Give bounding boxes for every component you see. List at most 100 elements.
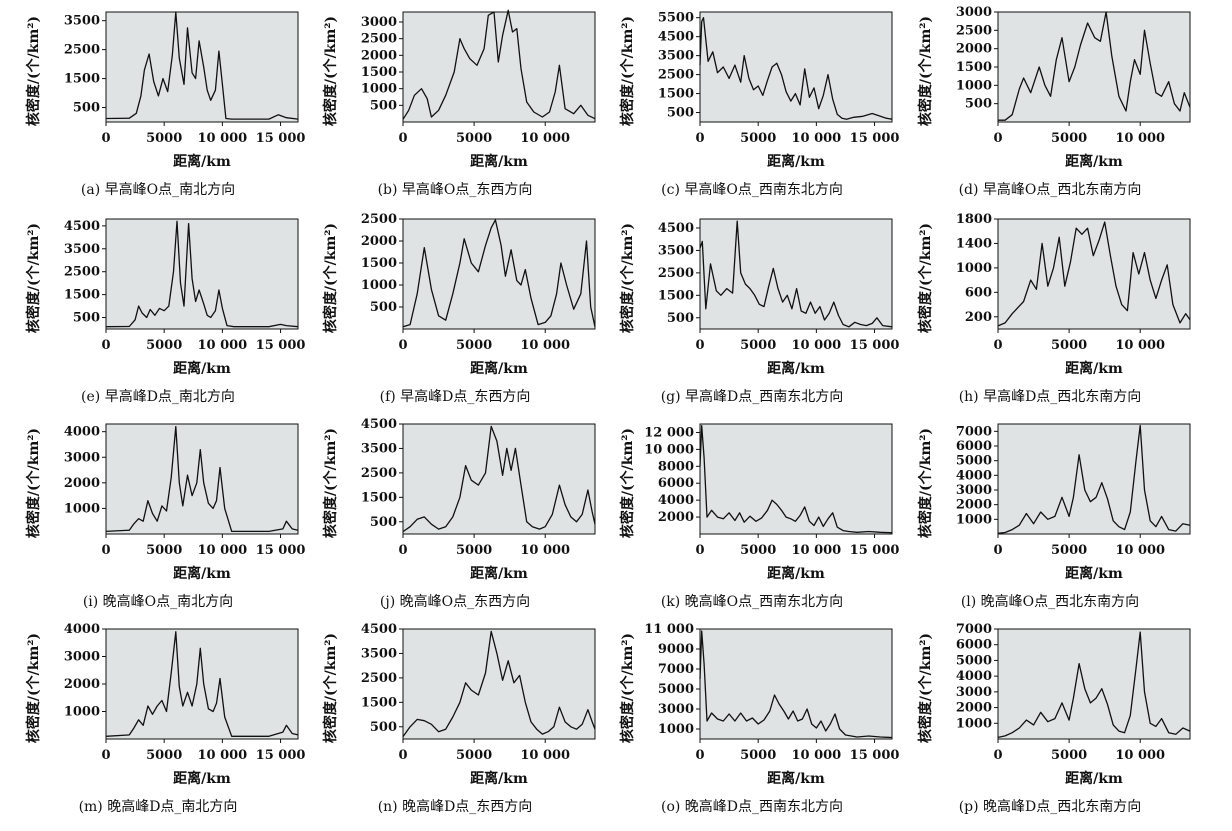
y-axis-label: 核密度/(个/km²)	[917, 633, 934, 743]
plot-area	[105, 218, 299, 330]
y-tick-label: 2500	[956, 23, 992, 38]
chart-svg: 200 600 1000 1400 1800 0 5000 10 000 距离/km 核密度/(个…	[917, 212, 1191, 377]
y-tick-label: 2500	[361, 671, 397, 686]
chart-panel: 1000 2000 3000 4000 5000 6000 7000 0 5000 10 000 距…	[900, 617, 1200, 822]
chart-panel: 1000 2000 3000 4000 0 5000 10 000 15 000 距离/km 核密…	[8, 617, 308, 822]
chart-panel: 500 1000 1500 2000 2500 3000 0 5000 10 000 距离/km 核…	[305, 0, 605, 205]
y-tick-label: 3000	[956, 685, 992, 700]
y-tick-label: 1400	[956, 236, 992, 251]
y-tick-label: 1500	[658, 87, 694, 102]
plot-area	[699, 11, 893, 123]
x-tick-label: 15 000	[256, 543, 306, 558]
y-tick-label: 3500	[361, 646, 397, 661]
x-tick-label: 5000	[456, 338, 492, 353]
x-axis-label: 距离/km	[470, 565, 528, 582]
y-tick-label: 1000	[361, 278, 397, 293]
x-tick-label: 5000	[456, 748, 492, 763]
y-tick-label: 2500	[658, 266, 694, 281]
y-tick-label: 7000	[956, 622, 992, 637]
x-axis-label: 距离/km	[1065, 153, 1123, 170]
chart-panel: 500 1500 2500 3500 4500 0 5000 10 000 15 000 距离/k…	[8, 207, 308, 412]
y-tick-label: 3000	[956, 5, 992, 20]
y-tick-label: 1800	[956, 212, 992, 227]
y-axis-label: 核密度/(个/km²)	[322, 428, 339, 538]
x-tick-label: 0	[101, 131, 110, 146]
y-axis-label: 核密度/(个/km²)	[25, 16, 42, 126]
y-tick-label: 6000	[956, 638, 992, 653]
x-tick-label: 10 000	[197, 543, 247, 558]
chart-svg: 500 1500 2500 3500 4500 0 5000 10 000 15 000 距离/k…	[25, 218, 306, 377]
y-tick-label: 1500	[956, 60, 992, 75]
plot-area	[402, 423, 596, 535]
chart-panel: 200 600 1000 1400 1800 0 5000 10 000 距离/km 核密度/(个…	[900, 207, 1200, 412]
panel-caption: (i) 晚高峰O点_南北方向	[82, 594, 234, 610]
y-axis-label: 核密度/(个/km²)	[917, 223, 934, 333]
plot-area	[105, 423, 299, 535]
x-tick-label: 10 000	[197, 131, 247, 146]
y-axis-label: 核密度/(个/km²)	[917, 428, 934, 538]
density-line	[402, 425, 596, 533]
plot-area	[997, 628, 1191, 740]
chart-panel: 500 1500 2500 3500 4500 0 5000 10 000 15 000 距离/k…	[602, 207, 902, 412]
y-axis-label: 核密度/(个/km²)	[25, 633, 42, 743]
x-tick-label: 5000	[1051, 338, 1087, 353]
x-tick-label: 15 000	[850, 338, 900, 353]
density-line	[997, 221, 1191, 327]
panel-caption: (c) 早高峰O点_西南东北方向	[661, 182, 843, 198]
y-tick-label: 4000	[956, 669, 992, 684]
density-line	[699, 17, 893, 120]
chart-panel: 500 1500 2500 3500 4500 5500 0 5000 10 000 15 000…	[602, 0, 902, 205]
chart-panel: 1000 3000 5000 7000 9000 11 000 0 5000 10 000 15 …	[602, 617, 902, 822]
x-tick-label: 0	[993, 131, 1002, 146]
x-tick-label: 0	[101, 338, 110, 353]
density-line	[402, 630, 596, 737]
x-tick-label: 15 000	[850, 543, 900, 558]
density-line	[105, 425, 299, 533]
chart-svg: 500 1500 2500 3500 4500 0 5000 10 000 距离/km 核密度/(…	[322, 417, 596, 582]
chart-svg: 500 1500 2500 3500 4500 5500 0 5000 10 000 15 000…	[619, 11, 899, 170]
x-tick-label: 5000	[1051, 748, 1087, 763]
y-tick-label: 4500	[658, 221, 694, 236]
panel-caption: (e) 早高峰D点_南北方向	[81, 389, 235, 405]
panel-caption: (j) 晚高峰O点_东西方向	[379, 594, 531, 610]
y-tick-label: 500	[370, 300, 397, 315]
y-tick-label: 1500	[361, 256, 397, 271]
y-tick-label: 2000	[956, 498, 992, 513]
x-axis-label: 距离/km	[767, 565, 825, 582]
x-axis-label: 距离/km	[1065, 360, 1123, 377]
y-tick-label: 1500	[361, 65, 397, 80]
y-tick-label: 12 000	[644, 425, 694, 440]
density-line	[998, 11, 1191, 121]
y-tick-label: 500	[667, 311, 694, 326]
chart-svg: 500 1500 2500 3500 4500 0 5000 10 000 距离/km 核密度/(…	[322, 622, 596, 787]
y-tick-label: 1000	[658, 722, 694, 737]
chart-panel: 1000 2000 3000 4000 5000 6000 7000 0 5000 10 000 距…	[900, 412, 1200, 617]
y-tick-label: 500	[965, 97, 992, 112]
x-tick-label: 0	[993, 338, 1002, 353]
y-axis-label: 核密度/(个/km²)	[322, 16, 339, 126]
x-axis-label: 距离/km	[767, 153, 825, 170]
y-tick-label: 2000	[361, 48, 397, 63]
x-tick-label: 0	[398, 748, 407, 763]
x-tick-label: 5000	[1051, 131, 1087, 146]
y-tick-label: 2000	[956, 42, 992, 57]
y-tick-label: 1000	[956, 512, 992, 527]
x-tick-label: 10 000	[520, 131, 570, 146]
density-line	[699, 630, 893, 739]
x-tick-label: 15 000	[256, 338, 306, 353]
x-tick-label: 10 000	[791, 131, 841, 146]
plot-area	[997, 218, 1191, 330]
panel-caption: (n) 晚高峰D点_东西方向	[377, 799, 533, 815]
density-line	[105, 220, 299, 328]
x-axis-label: 距离/km	[1065, 565, 1123, 582]
x-tick-label: 5000	[146, 543, 182, 558]
y-tick-label: 5500	[658, 11, 694, 26]
y-tick-label: 7000	[956, 424, 992, 439]
x-axis-label: 距离/km	[767, 360, 825, 377]
x-tick-label: 10 000	[1115, 748, 1165, 763]
panel-caption: (p) 晚高峰D点_西北东南方向	[958, 799, 1142, 815]
panel-caption: (m) 晚高峰D点_南北方向	[78, 799, 238, 815]
x-tick-label: 0	[398, 131, 407, 146]
